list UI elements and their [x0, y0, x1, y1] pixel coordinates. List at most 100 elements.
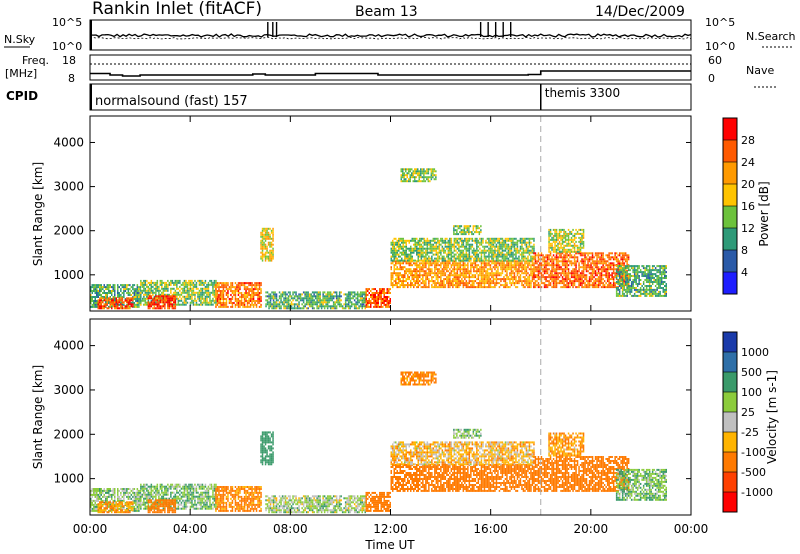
echo-cell: [492, 266, 495, 269]
echo-cell: [185, 295, 187, 298]
echo-cell: [463, 231, 466, 234]
echo-cell: [513, 259, 516, 262]
echo-cell: [174, 301, 177, 304]
echo-cell: [564, 256, 567, 259]
echo-cell: [176, 279, 178, 282]
echo-cell: [221, 302, 223, 304]
echo-cell: [167, 295, 169, 298]
echo-cell: [99, 284, 101, 287]
echo-cell: [588, 282, 591, 285]
echo-cell: [386, 296, 388, 298]
echo-cell: [480, 282, 483, 285]
echo-cell: [447, 247, 450, 250]
echo-cell: [507, 268, 510, 271]
echo-cell: [495, 243, 498, 246]
echo-cell: [500, 247, 502, 250]
echo-cell: [582, 282, 585, 285]
echo-cell: [549, 242, 552, 245]
echo-cell: [470, 247, 472, 250]
echo-cell: [395, 280, 397, 283]
echo-cell: [584, 276, 586, 279]
echo-cell: [155, 283, 157, 286]
echo-cell: [426, 168, 428, 171]
echo-cell: [545, 262, 547, 265]
echo-cell: [488, 243, 490, 246]
echo-cell: [317, 305, 320, 308]
echo-cell: [480, 266, 483, 269]
echo-cell: [124, 305, 127, 308]
echo-cell: [477, 227, 479, 230]
echo-cell: [611, 262, 613, 265]
echo-cell: [407, 268, 409, 271]
echo-cell: [483, 284, 486, 287]
echo-cell: [376, 303, 378, 306]
echo-cell: [437, 272, 439, 275]
echo-cell: [402, 176, 404, 179]
echo-cell: [359, 293, 362, 296]
echo-cell: [488, 274, 490, 277]
echo-cell: [141, 281, 144, 284]
echo-cell: [106, 284, 108, 287]
echo-cell: [510, 270, 513, 273]
echo-cell: [111, 298, 113, 300]
echo-cell: [370, 303, 372, 306]
echo-cell: [402, 268, 404, 271]
echo-cell: [453, 227, 455, 230]
echo-cell: [111, 303, 113, 306]
echo-cell: [356, 295, 359, 298]
echo-cell: [428, 266, 430, 269]
echo-cell: [485, 272, 487, 275]
echo-cell: [533, 243, 535, 246]
echo-cell: [221, 292, 223, 294]
echo-cell: [615, 260, 618, 263]
echo-cell: [248, 305, 250, 308]
echo-cell: [371, 298, 373, 300]
echo-cell: [525, 260, 528, 263]
echo-cell: [410, 251, 412, 254]
echo-cell: [474, 262, 477, 265]
echo-cell: [479, 272, 481, 275]
echo-cell: [548, 254, 550, 257]
echo-cell: [488, 249, 490, 252]
echo-cell: [606, 268, 609, 271]
echo-cell: [468, 282, 471, 285]
echo-cell: [570, 260, 573, 263]
echo-cell: [93, 290, 95, 292]
echo-cell: [426, 274, 429, 277]
echo-cell: [105, 288, 107, 291]
echo-cell: [225, 300, 228, 302]
echo-cell: [413, 280, 415, 283]
echo-cell: [566, 272, 568, 275]
echo-cell: [551, 280, 553, 283]
echo-cell: [530, 264, 532, 267]
echo-cell: [492, 274, 495, 277]
echo-cell: [425, 264, 427, 267]
echo-cell: [579, 276, 582, 279]
echo-cell: [420, 266, 423, 269]
echo-cell: [404, 251, 406, 254]
echo-cell: [593, 272, 595, 275]
echo-cell: [478, 227, 481, 230]
echo-cell: [489, 282, 492, 285]
echo-cell: [504, 286, 507, 289]
echo-cell: [414, 243, 416, 246]
echo-cell: [140, 301, 142, 304]
echo-cell: [284, 295, 287, 298]
echo-cell: [204, 299, 207, 302]
echo-cell: [396, 259, 398, 262]
echo-cell: [171, 303, 174, 306]
echo-cell: [272, 229, 274, 232]
echo-cell: [168, 281, 171, 284]
echo-cell: [507, 266, 510, 269]
echo-cell: [417, 278, 419, 281]
echo-cell: [546, 264, 549, 267]
echo-cell: [492, 276, 495, 279]
echo-cell: [289, 291, 291, 294]
echo-cell: [222, 288, 225, 291]
echo-cell: [473, 280, 475, 283]
echo-cell: [421, 172, 424, 175]
echo-cell: [188, 281, 190, 284]
echo-cell: [266, 291, 269, 294]
echo-cell: [498, 274, 501, 277]
echo-cell: [573, 268, 576, 271]
